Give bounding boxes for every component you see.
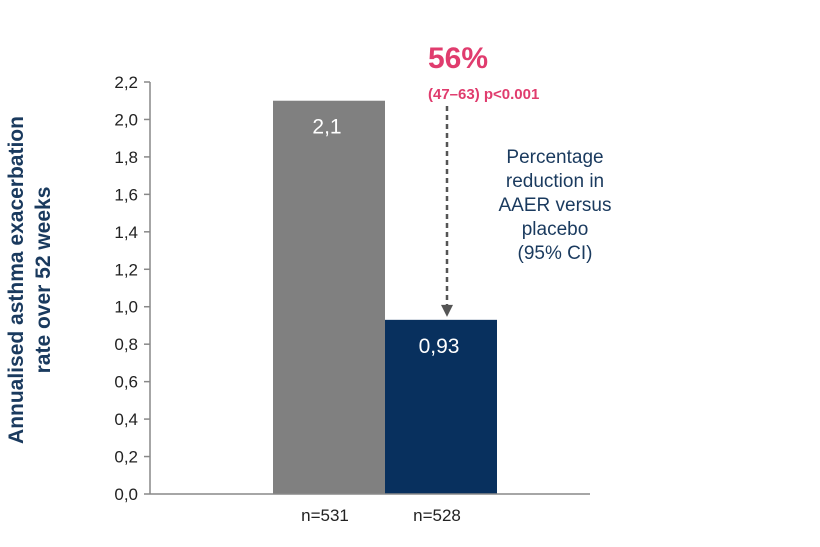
y-tick-label-9: 1,8 xyxy=(114,148,138,167)
bar-value-label-0: 2,1 xyxy=(312,116,341,139)
note-line-5: (95% CI) xyxy=(517,243,593,264)
y-tick-label-10: 2,0 xyxy=(114,110,138,129)
note-line-4: placebo xyxy=(521,219,589,240)
y-tick-label-7: 1,4 xyxy=(114,223,138,242)
y-tick-label-5: 1,0 xyxy=(114,298,138,317)
bar-value-label-1: 0,93 xyxy=(419,335,460,358)
reduction-arrow-head xyxy=(441,304,453,317)
confidence-interval: (47–63) p<0.001 xyxy=(428,86,540,103)
y-tick-label-11: 2,2 xyxy=(114,73,138,92)
y-tick-label-6: 1,2 xyxy=(114,260,138,279)
note-line-2: reduction in xyxy=(505,171,605,192)
bar-1 xyxy=(385,319,497,494)
y-tick-label-4: 0,8 xyxy=(114,335,138,354)
reduction-note: Percentage reduction in AAER versus plac… xyxy=(470,146,640,266)
y-tick-label-3: 0,6 xyxy=(114,373,138,392)
note-line-1: Percentage xyxy=(506,147,604,168)
bar-0 xyxy=(273,100,385,495)
y-tick-label-1: 0,2 xyxy=(114,448,138,467)
y-axis-label-line-2: rate over 52 weeks xyxy=(32,186,55,374)
y-tick-label-2: 0,4 xyxy=(114,410,138,429)
note-line-3: AAER versus xyxy=(498,195,612,216)
y-tick-label-8: 1,6 xyxy=(114,185,138,204)
y-axis-label-line-1: Annualised asthma exacerbation xyxy=(5,116,28,444)
y-tick-label-0: 0,0 xyxy=(114,485,138,504)
x-category-label-1: n=528 xyxy=(413,506,461,525)
reduction-percent: 56% xyxy=(428,42,489,75)
x-category-label-0: n=531 xyxy=(301,506,349,525)
